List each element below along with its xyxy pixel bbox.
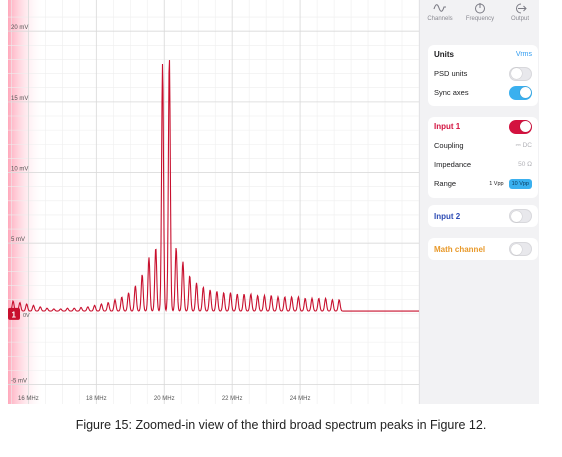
input2-toggle[interactable] [509,209,532,223]
channel-marker [8,307,20,320]
frequency-label: Frequency [465,16,495,22]
left-edge-shade [8,0,44,404]
input1-title: Input 1 [434,122,461,131]
spectrum-plot[interactable]: 20 mV 15 mV 10 mV 5 mV -5 mV 16 MHz 18 MHz 20 M… [8,0,419,404]
y-tick-label: 10 mV [11,167,28,173]
range-option-10vpp[interactable]: 10 Vpp [508,178,532,189]
y-tick-label: 20 mV [11,25,28,31]
spectrum-chart: 20 mV 15 mV 10 mV 5 mV -5 mV 16 MHz 18 MHz 20 M… [8,0,419,404]
output-label: Output [510,16,529,22]
coupling-row: Coupling ⎓ DC [434,136,532,155]
psd-units-row: PSD units [434,64,532,83]
x-tick-label: 20 MHz [154,396,175,402]
output-arrow-icon [516,3,527,14]
input2-header: Input 2 [434,205,532,227]
psd-units-label: PSD units [434,69,468,78]
impedance-value[interactable]: 50 Ω [518,161,532,168]
impedance-row: Impedance 50 Ω [434,155,532,174]
input2-card: Input 2 [428,205,538,227]
power-icon [475,3,485,14]
units-title: Units [434,50,454,59]
zero-volt-label: 0V [23,313,30,319]
dc-symbol-icon: ⎓ [515,141,523,149]
input1-card: Input 1 Coupling ⎓ DC Impedance 50 Ω Ran… [428,117,538,198]
units-value[interactable]: Vrms [515,51,532,58]
psd-units-toggle[interactable] [509,66,532,81]
math-channel-header: Math channel [434,238,532,260]
units-row[interactable]: Units Vrms [434,45,532,64]
sync-axes-toggle[interactable] [509,85,532,100]
x-tick-label: 24 MHz [290,396,311,402]
range-label: Range [434,179,457,188]
output-button[interactable]: Output [501,2,539,22]
coupling-value[interactable]: ⎓ DC [516,142,532,150]
coupling-label: Coupling [434,141,464,150]
impedance-label: Impedance [434,160,472,169]
x-tick-label: 16 MHz [18,396,39,402]
x-tick-label: 18 MHz [86,396,107,402]
channel-marker-label: 1 [12,310,17,319]
y-tick-label: -5 mV [11,379,27,385]
sync-axes-label: Sync axes [434,88,469,97]
range-row: Range 1 Vpp 10 Vpp [434,174,532,193]
units-card: Units Vrms PSD units Sync axes [428,45,538,106]
math-channel-card: Math channel [428,238,538,260]
input2-title: Input 2 [434,211,461,221]
control-sidebar: Channels Frequency Output Units [419,0,539,404]
range-option-1vpp[interactable]: 1 Vpp [489,180,504,187]
input1-toggle[interactable] [509,119,532,134]
oscilloscope-app: 20 mV 15 mV 10 mV 5 mV -5 mV 16 MHz 18 MHz 20 M… [8,0,539,404]
input1-header: Input 1 [434,117,532,136]
math-channel-title: Math channel [434,244,486,254]
sync-axes-row: Sync axes [434,83,532,102]
x-tick-label: 22 MHz [222,396,243,402]
channels-label: Channels [427,16,453,22]
channels-button[interactable]: Channels [421,2,459,22]
coupling-value-text: DC [522,141,532,149]
y-tick-label: 5 mV [11,237,25,243]
waveform-icon [433,4,446,12]
math-channel-toggle[interactable] [509,242,532,256]
frequency-button[interactable]: Frequency [461,2,499,22]
top-toolbar: Channels Frequency Output [420,0,540,36]
figure-caption: Figure 15: Zoomed-in view of the third b… [75,418,487,432]
range-selector: 1 Vpp 10 Vpp [484,178,532,189]
spectrum-trace-line [8,60,419,312]
y-tick-label: 15 mV [11,96,28,102]
